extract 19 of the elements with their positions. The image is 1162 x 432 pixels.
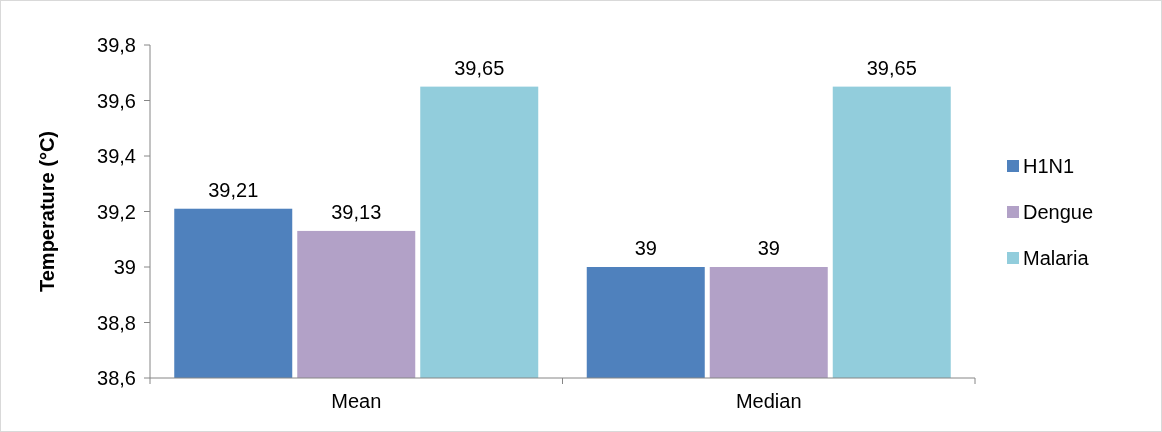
- data-label: 39: [634, 237, 657, 259]
- legend-label: Dengue: [1023, 201, 1094, 223]
- y-tick-label: 38,8: [97, 311, 136, 334]
- y-tick-label: 38,6: [97, 367, 136, 389]
- y-tick-label: 39: [113, 256, 136, 278]
- data-label: 39: [757, 237, 780, 259]
- x-tick-label: Mean: [331, 390, 382, 412]
- y-tick-label: 39,6: [97, 89, 136, 112]
- y-axis-title: Temperature (°C): [36, 131, 58, 292]
- legend-label: Malaria: [1023, 247, 1090, 269]
- y-tick-label: 39,8: [97, 34, 136, 56]
- data-label: 39,13: [331, 200, 382, 223]
- data-label: 39,65: [866, 56, 917, 79]
- y-tick-label: 39,4: [97, 145, 136, 167]
- x-tick-label: Median: [735, 390, 802, 412]
- data-label: 39,21: [208, 178, 259, 201]
- data-label: 39,65: [454, 56, 505, 79]
- legend-label: H1N1: [1023, 155, 1075, 177]
- y-tick-label: 39,2: [97, 200, 136, 223]
